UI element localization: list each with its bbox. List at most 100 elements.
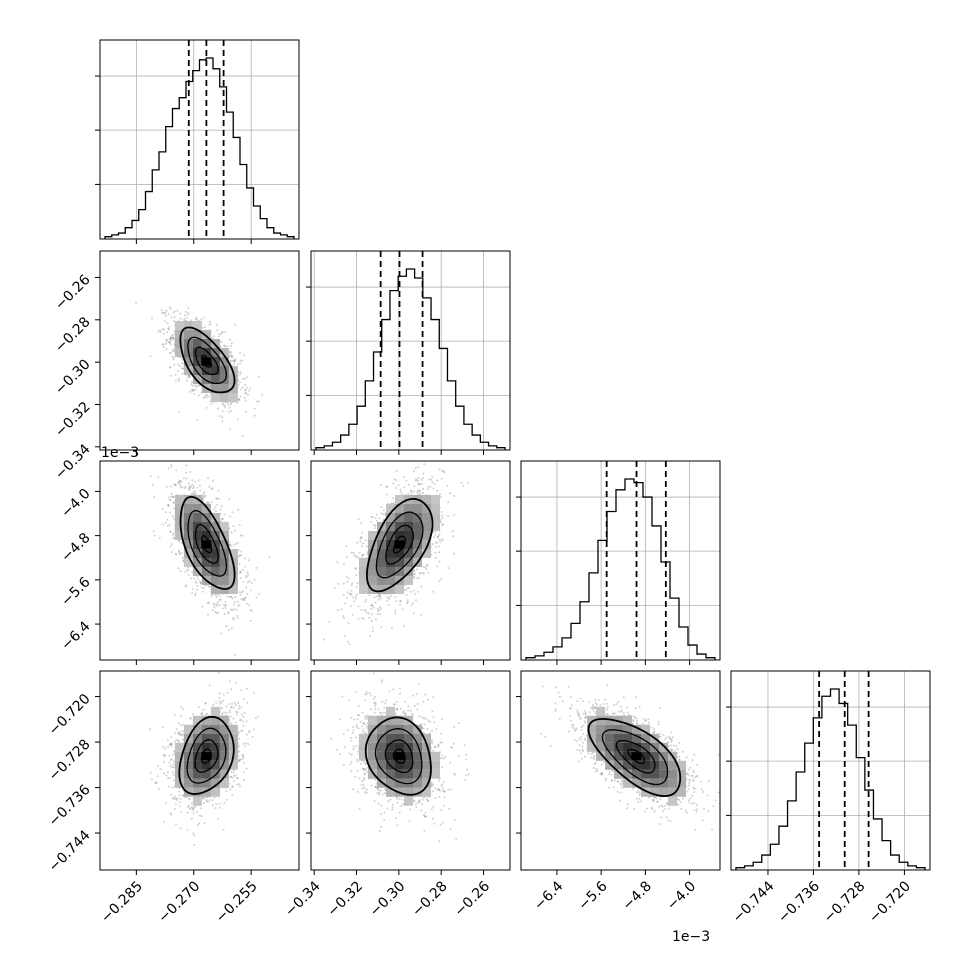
sample-point bbox=[167, 327, 170, 330]
density-cell bbox=[201, 548, 211, 558]
sample-point bbox=[225, 604, 227, 607]
sample-point bbox=[436, 479, 439, 482]
sample-point bbox=[234, 357, 237, 360]
sample-point bbox=[438, 579, 441, 582]
sample-point bbox=[178, 552, 181, 555]
sample-point bbox=[208, 585, 211, 588]
sample-point bbox=[193, 594, 196, 597]
sample-point bbox=[236, 617, 239, 619]
sample-point bbox=[178, 365, 181, 367]
sample-point bbox=[175, 469, 178, 472]
sample-point bbox=[412, 612, 415, 615]
panel-frame bbox=[310, 250, 511, 451]
sample-point bbox=[194, 490, 197, 493]
sample-point bbox=[233, 359, 236, 362]
sample-point bbox=[164, 521, 167, 524]
density-cell bbox=[192, 321, 202, 331]
sample-point bbox=[413, 576, 416, 579]
sample-point bbox=[360, 522, 363, 525]
sample-point bbox=[257, 375, 260, 378]
density-cell bbox=[367, 566, 377, 576]
density-cell bbox=[358, 584, 368, 594]
sample-point bbox=[422, 472, 425, 475]
density-cell bbox=[210, 384, 220, 394]
sample-point bbox=[214, 594, 217, 596]
sample-point bbox=[190, 319, 193, 322]
sample-point bbox=[228, 498, 231, 500]
sample-point bbox=[336, 609, 339, 612]
sample-point bbox=[169, 307, 172, 310]
sample-point bbox=[237, 604, 240, 607]
density-cell bbox=[430, 503, 440, 513]
density-cell bbox=[219, 539, 229, 549]
sample-point bbox=[171, 339, 174, 342]
sample-point bbox=[403, 486, 406, 489]
density-cell bbox=[385, 557, 395, 567]
contour-level-2 bbox=[194, 523, 219, 564]
sample-point bbox=[187, 573, 190, 576]
sample-point bbox=[186, 379, 188, 382]
density-cell bbox=[219, 366, 229, 376]
sample-point bbox=[194, 318, 197, 321]
sample-point bbox=[410, 604, 413, 607]
sample-point bbox=[216, 503, 219, 506]
sample-point bbox=[169, 351, 172, 354]
density-cell bbox=[403, 539, 413, 549]
sample-point bbox=[423, 572, 426, 575]
sample-point bbox=[345, 597, 348, 599]
sample-point bbox=[167, 467, 170, 470]
sample-point bbox=[449, 492, 452, 495]
sample-point bbox=[174, 552, 177, 555]
sample-point bbox=[429, 485, 432, 488]
sample-point bbox=[235, 608, 238, 611]
sample-point bbox=[230, 410, 233, 412]
sample-point bbox=[153, 534, 156, 537]
sample-point bbox=[353, 600, 356, 603]
sample-point bbox=[217, 335, 220, 338]
sample-point bbox=[218, 333, 221, 336]
sample-point bbox=[212, 609, 214, 612]
sample-point bbox=[417, 466, 420, 469]
sample-point bbox=[184, 310, 187, 313]
sample-point bbox=[223, 613, 226, 616]
sample-point bbox=[362, 618, 365, 620]
sample-point bbox=[188, 374, 191, 377]
sample-point bbox=[184, 570, 187, 573]
sample-point bbox=[192, 485, 195, 488]
sample-point bbox=[229, 338, 232, 341]
density-cell bbox=[210, 339, 220, 349]
panel-frame bbox=[730, 670, 931, 871]
sample-point bbox=[235, 542, 238, 545]
sample-point bbox=[214, 510, 217, 513]
sample-point bbox=[440, 510, 443, 513]
sample-point bbox=[172, 501, 175, 504]
sample-point bbox=[195, 582, 198, 584]
sample-point bbox=[221, 517, 224, 520]
panel-frame bbox=[99, 460, 300, 661]
sample-point bbox=[190, 383, 193, 386]
density-cell bbox=[210, 530, 220, 540]
density-cell bbox=[219, 348, 229, 358]
sample-point bbox=[192, 388, 195, 391]
sample-point bbox=[242, 756, 245, 759]
sample-point bbox=[386, 596, 389, 599]
sample-point bbox=[218, 672, 220, 674]
sample-point bbox=[171, 355, 174, 358]
density-cell bbox=[174, 339, 184, 349]
density-cell bbox=[201, 521, 211, 531]
sample-point bbox=[419, 571, 422, 574]
density-cell bbox=[367, 530, 377, 540]
sample-point bbox=[206, 602, 209, 605]
sample-point bbox=[359, 536, 362, 539]
sample-point bbox=[239, 593, 242, 596]
sample-point bbox=[164, 320, 167, 323]
sample-point bbox=[412, 569, 415, 571]
density-cell bbox=[174, 321, 184, 331]
sample-point bbox=[233, 601, 236, 604]
sample-point bbox=[175, 553, 178, 556]
joint-panel-1-0 bbox=[95, 250, 300, 455]
sample-point bbox=[371, 613, 373, 616]
sample-point bbox=[416, 491, 419, 494]
sample-point bbox=[166, 524, 169, 527]
sample-point bbox=[422, 476, 425, 479]
